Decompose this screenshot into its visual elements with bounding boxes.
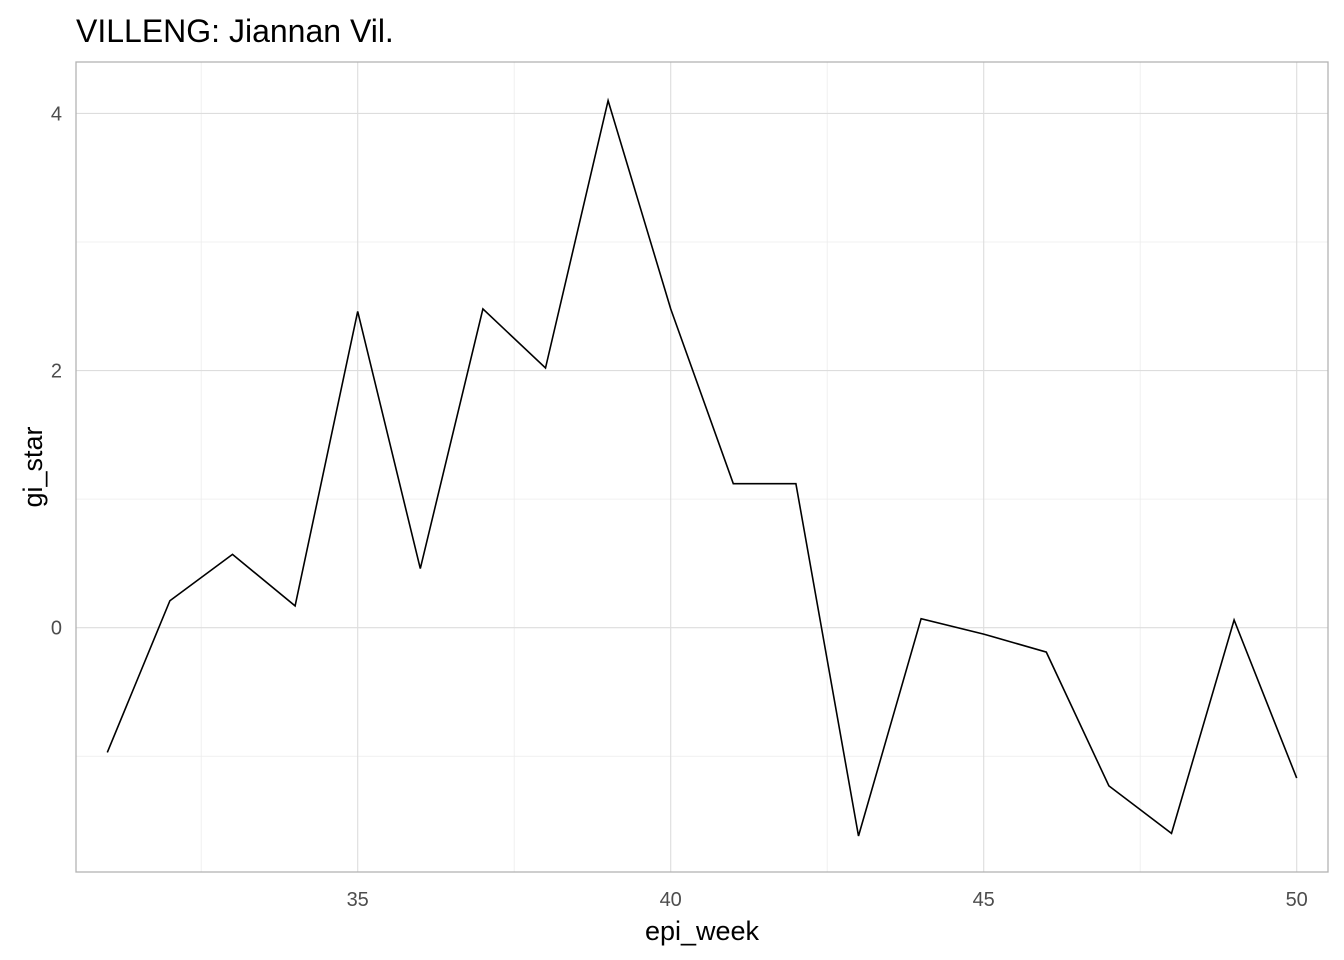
tick-labels: 35 40 45 50 0 2 4 xyxy=(51,103,1308,911)
chart-title: VILLENG: Jiannan Vil. xyxy=(76,13,394,49)
x-tick-label: 45 xyxy=(973,889,995,911)
y-tick-label: 2 xyxy=(51,361,62,383)
x-tick-label: 35 xyxy=(347,889,369,911)
y-axis-title: gi_star xyxy=(18,426,48,507)
x-axis-title: epi_week xyxy=(645,916,760,946)
x-tick-label: 50 xyxy=(1286,889,1308,911)
y-tick-label: 0 xyxy=(51,618,62,640)
series-line xyxy=(106,97,1298,837)
series-layer xyxy=(106,97,1298,837)
grid xyxy=(76,62,1328,872)
y-tick-label: 4 xyxy=(51,103,62,125)
x-tick-label: 40 xyxy=(660,889,682,911)
plot-panel-border xyxy=(75,61,1329,873)
